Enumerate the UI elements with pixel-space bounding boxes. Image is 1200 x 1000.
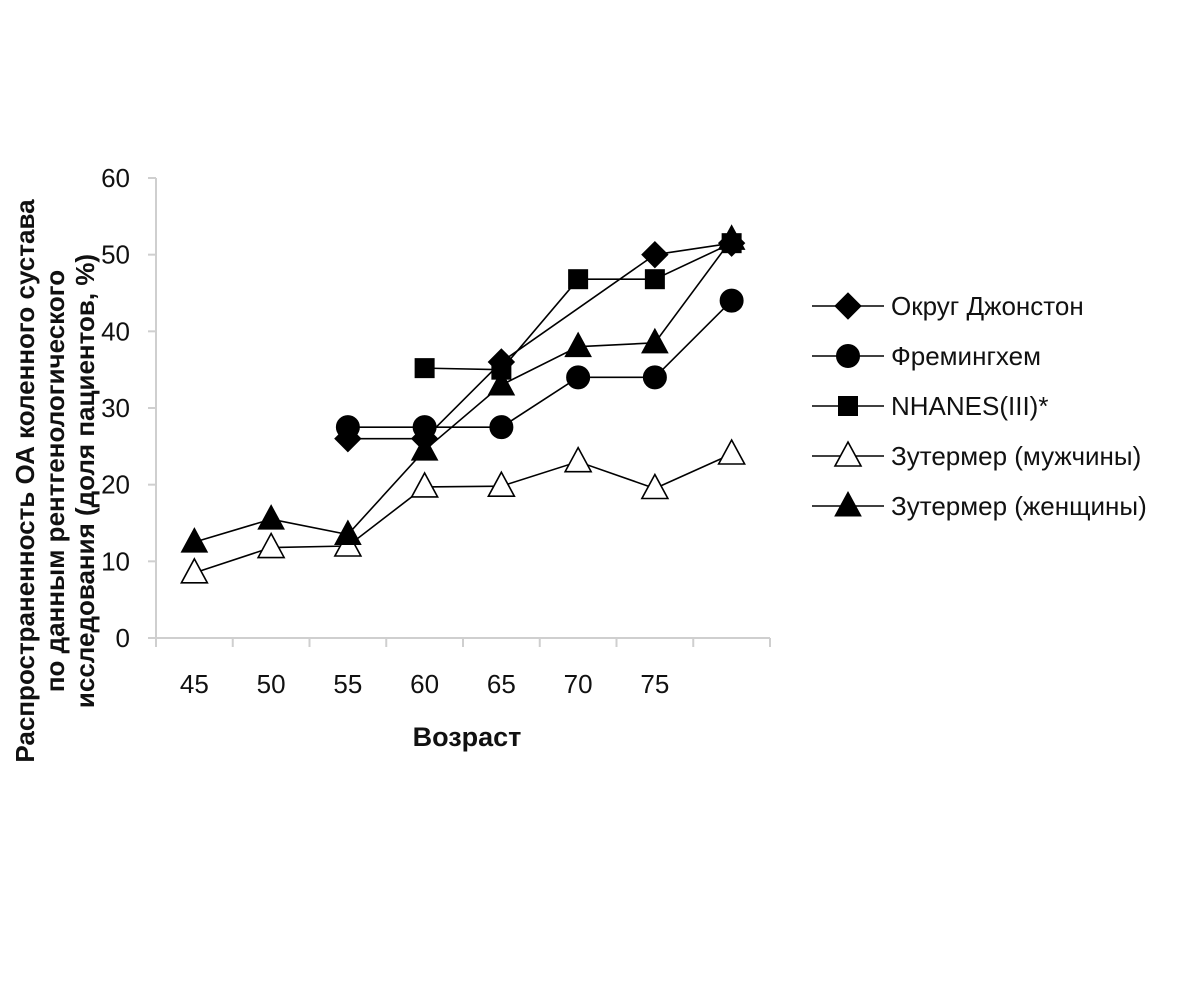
y-tick-label: 50: [101, 240, 130, 270]
x-axis-title: Возраст: [413, 722, 522, 752]
y-tick-label: 0: [116, 623, 130, 653]
data-point-diamond: [641, 240, 669, 269]
y-axis-title-line-2: по данным рентгенологического: [40, 270, 70, 692]
legend-item: Зутермер (женщины): [812, 490, 1147, 521]
legend-label: NHANES(III)*: [891, 391, 1048, 421]
x-tick-label: 55: [333, 669, 362, 699]
data-point-triangle: [256, 531, 286, 559]
data-point-square: [644, 269, 665, 290]
data-point-circle: [566, 365, 591, 390]
data-point-triangle: [717, 438, 746, 465]
axes: [155, 178, 770, 639]
legend-label: Округ Джонстон: [891, 291, 1084, 321]
data-point-circle: [719, 288, 744, 313]
legend-item: NHANES(III)*: [812, 391, 1048, 421]
x-tick-label: 75: [640, 669, 669, 699]
legend: Округ Джонстон Фремингхем NHANES(III)* Зуте…: [812, 291, 1147, 521]
x-tick-label: 65: [487, 669, 516, 699]
legend-marker-circle: [836, 344, 860, 368]
data-point-triangle: [564, 331, 592, 358]
data-point-triangle: [180, 527, 209, 553]
x-tick-label: 70: [564, 669, 593, 699]
data-point-triangle: [334, 519, 362, 545]
y-tick-label: 10: [101, 546, 130, 576]
data-point-triangle: [717, 224, 746, 250]
series-series-2: [335, 288, 744, 440]
data-point-triangle: [180, 557, 209, 584]
series-line: [347, 300, 733, 428]
data-point-circle: [489, 415, 514, 440]
legend-label: Зутермер (женщины): [891, 491, 1147, 521]
data-point-triangle: [487, 369, 516, 396]
legend-label: Зутермер (мужчины): [891, 441, 1141, 471]
data-point-triangle: [410, 435, 439, 461]
series-line: [347, 242, 732, 440]
y-axis-title: Распространенность ОА коленного сустава …: [10, 199, 100, 763]
x-tick-label: 60: [410, 669, 439, 699]
series: [180, 224, 746, 584]
legend-marker-triangle: [833, 440, 863, 467]
data-point-square: [568, 269, 589, 290]
data-point-triangle: [410, 471, 439, 498]
legend-marker-diamond: [834, 292, 862, 320]
data-point-triangle: [257, 504, 285, 530]
legend-label: Фремингхем: [891, 341, 1041, 371]
data-point-circle: [642, 365, 667, 390]
data-point-triangle: [487, 470, 516, 498]
series-line: [194, 453, 732, 574]
data-point-triangle: [640, 472, 670, 500]
series-series-5: [180, 224, 746, 553]
y-tick-label: 30: [101, 393, 130, 423]
legend-item: Фремингхем: [812, 341, 1041, 371]
legend-item: Зутермер (мужчины): [812, 440, 1141, 471]
series-series-4: [180, 438, 746, 584]
series-nhanes-iii: [414, 233, 742, 380]
data-point-triangle: [641, 327, 669, 354]
series-series-1: [334, 229, 746, 453]
y-tick-label: 60: [101, 163, 130, 193]
legend-item: Округ Джонстон: [812, 291, 1084, 321]
data-point-circle: [335, 415, 360, 440]
y-axis-title-line-3: исследования (доля пациентов, %): [70, 254, 100, 708]
axis-ticks: 0 10 20 30 40 50 60 45 50 55 60 65 70 75: [101, 163, 771, 699]
x-tick-label: 45: [180, 669, 209, 699]
series-line: [194, 238, 733, 543]
y-tick-label: 40: [101, 316, 130, 346]
legend-marker-triangle: [834, 490, 862, 517]
legend-marker-square: [838, 396, 858, 416]
y-tick-label: 20: [101, 470, 130, 500]
y-axis-title-line-1: Распространенность ОА коленного сустава: [10, 199, 40, 763]
x-tick-label: 50: [257, 669, 286, 699]
data-point-square: [414, 358, 435, 379]
data-point-triangle: [563, 445, 593, 473]
